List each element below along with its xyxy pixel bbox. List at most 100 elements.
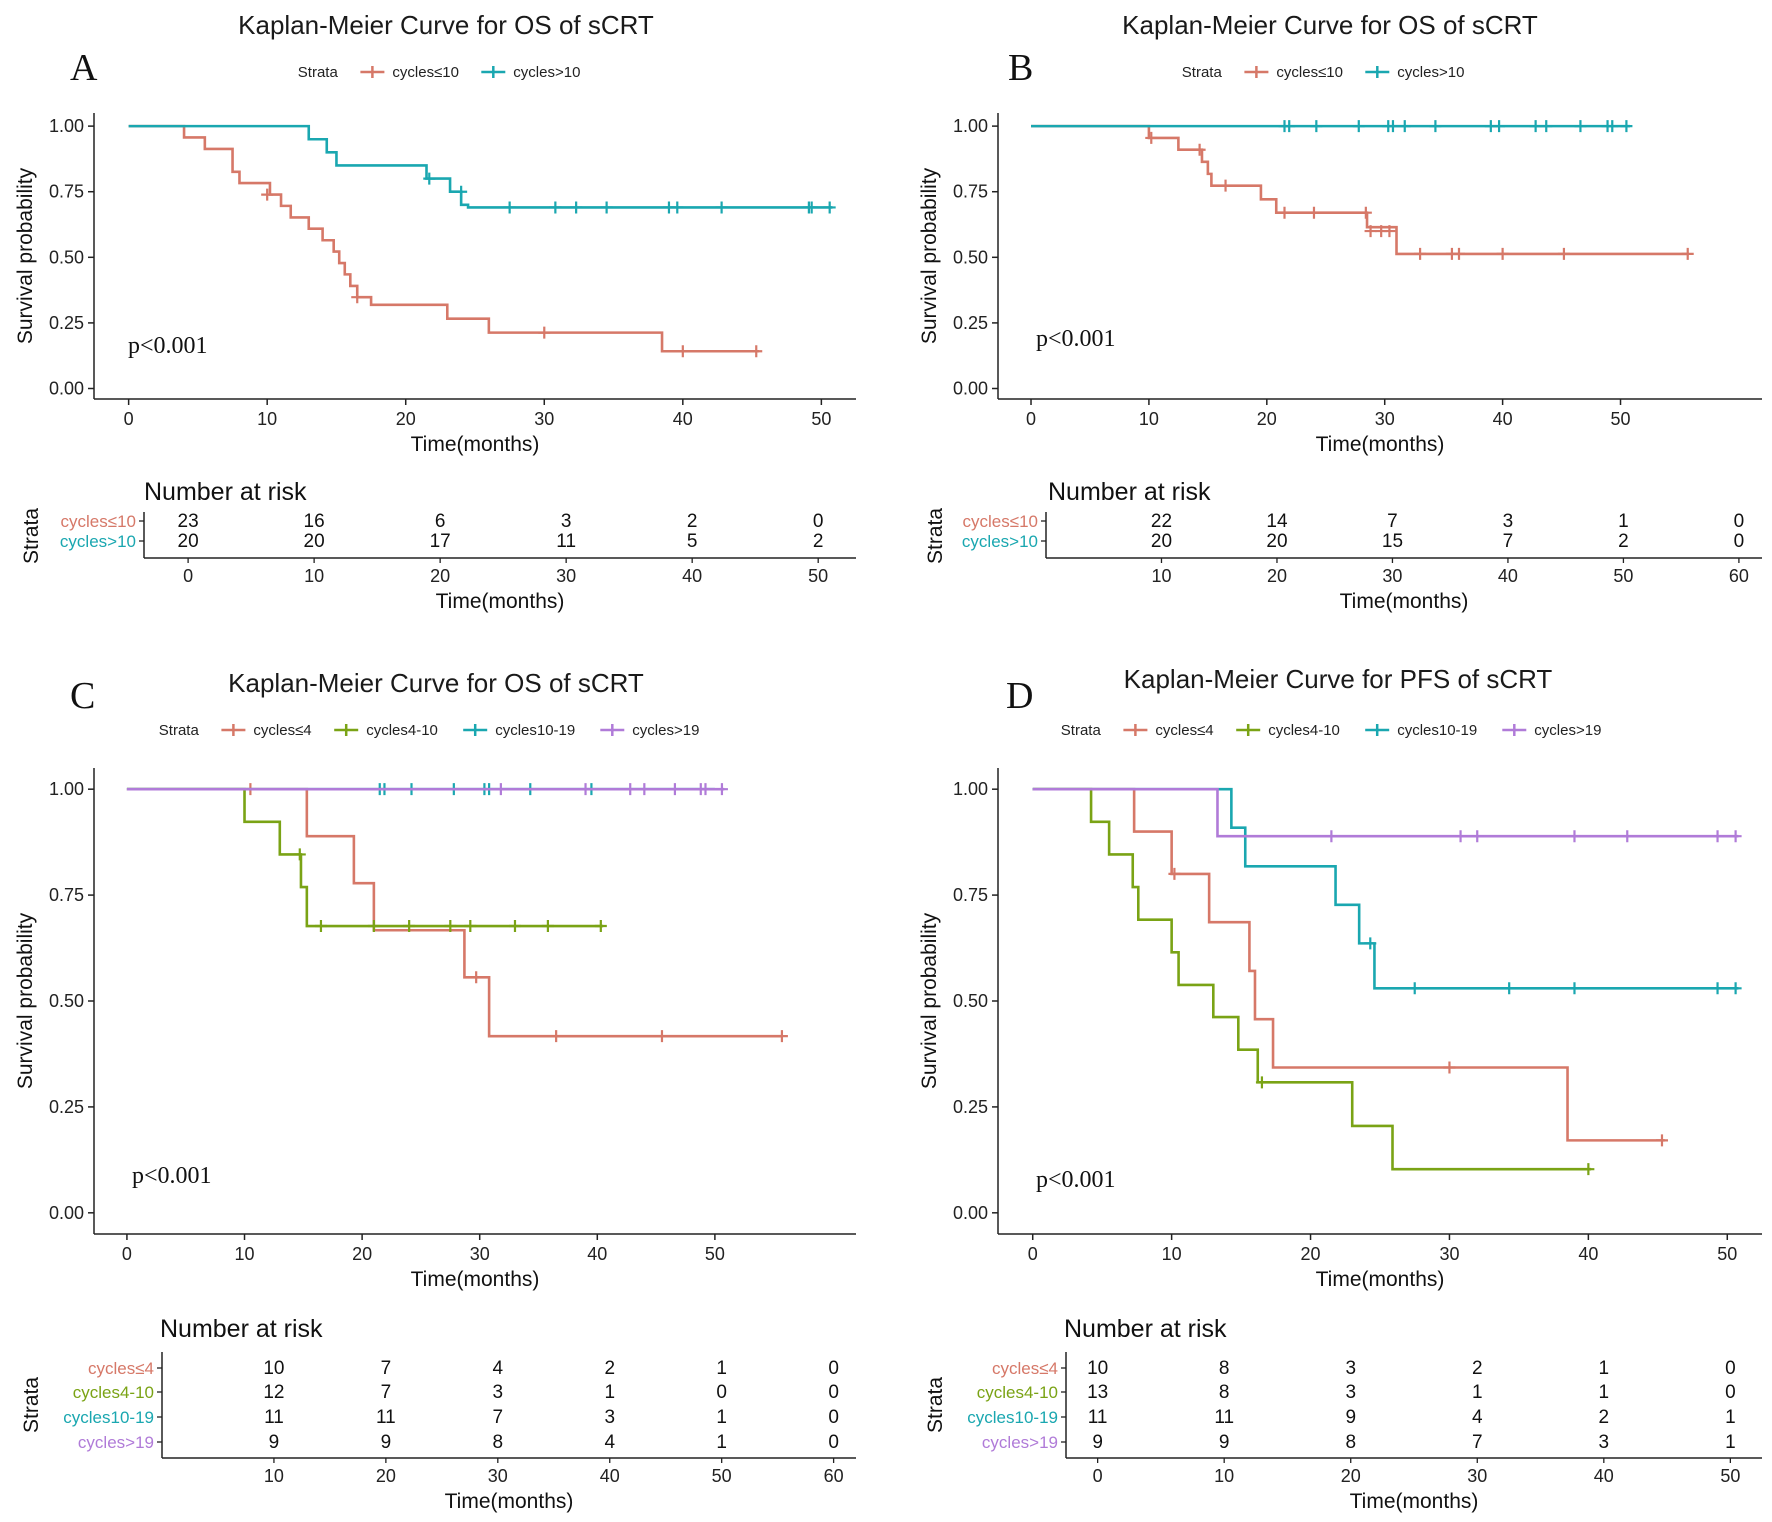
- censor-mark: [668, 783, 681, 796]
- legend-label: cycles≤4: [253, 722, 311, 739]
- series-cycles>10: [1031, 120, 1633, 133]
- risk-count: 0: [828, 1407, 839, 1428]
- x-axis-title: Time(months): [1316, 433, 1445, 456]
- censor-mark: [823, 201, 836, 214]
- risk-x-tick-label: 30: [556, 566, 576, 586]
- censor-mark: [624, 783, 637, 796]
- x-tick-label: 40: [673, 409, 693, 429]
- risk-count: 9: [269, 1432, 280, 1453]
- series-cycles>10: [128, 124, 836, 214]
- censor-mark: [715, 201, 728, 214]
- survival-curve: [1031, 124, 1689, 256]
- censor-mark: [1681, 247, 1694, 260]
- x-tick-label: 20: [396, 409, 416, 429]
- y-tick-label: 0.75: [953, 885, 988, 905]
- risk-count: 3: [1345, 1358, 1356, 1379]
- risk-x-tick-label: 60: [824, 1466, 844, 1486]
- chart-title: Kaplan-Meier Curve for OS of sCRT: [228, 668, 644, 698]
- risk-count: 14: [1266, 511, 1288, 532]
- risk-x-axis-title: Time(months): [1340, 590, 1469, 613]
- risk-count: 1: [1599, 1382, 1610, 1403]
- risk-x-axis-title: Time(months): [445, 1490, 574, 1513]
- censor-mark: [1557, 247, 1570, 260]
- panel-letter: C: [70, 675, 95, 717]
- x-tick-label: 30: [1439, 1244, 1459, 1264]
- censor-mark: [1711, 830, 1724, 843]
- censor-mark: [1496, 247, 1509, 260]
- risk-count: 9: [1345, 1407, 1356, 1428]
- risk-count: 1: [604, 1382, 615, 1403]
- censor-mark: [775, 1030, 788, 1043]
- risk-count: 9: [1219, 1432, 1230, 1453]
- censor-mark: [403, 920, 416, 933]
- survival-curve: [1032, 787, 1739, 838]
- censor-mark: [1168, 867, 1181, 880]
- x-tick-label: 40: [587, 1244, 607, 1264]
- panel-d: Kaplan-Meier Curve for PFS of sCRT D Strat…: [918, 664, 1762, 1513]
- legend-label: cycles10-19: [495, 722, 575, 739]
- survival-curve: [128, 124, 833, 209]
- censor-mark: [464, 920, 477, 933]
- x-axis-title: Time(months): [411, 1268, 540, 1291]
- risk-x-tick-label: 50: [712, 1466, 732, 1486]
- risk-count: 7: [381, 1382, 392, 1403]
- x-tick-label: 0: [122, 1244, 132, 1264]
- legend: Strata cycles≤10 cycles>10: [1182, 64, 1465, 81]
- legend-title: Strata: [1182, 64, 1223, 81]
- x-tick-label: 10: [257, 409, 277, 429]
- x-tick-label: 50: [1611, 409, 1631, 429]
- censor-mark: [1278, 206, 1291, 219]
- censor-mark: [1471, 830, 1484, 843]
- y-tick-label: 1.00: [49, 116, 84, 136]
- legend-label: cycles>10: [513, 64, 580, 81]
- censor-mark: [470, 971, 483, 984]
- survival-curve: [126, 787, 604, 928]
- survival-curve: [1032, 787, 1665, 1142]
- censor-mark: [455, 185, 468, 198]
- censor-mark: [638, 783, 651, 796]
- risk-x-tick-label: 10: [264, 1466, 284, 1486]
- survival-curve: [1032, 787, 1739, 990]
- censor-mark: [494, 783, 507, 796]
- risk-row-label: cycles>10: [962, 532, 1038, 551]
- censor-mark: [1307, 206, 1320, 219]
- x-tick-label: 10: [1139, 409, 1159, 429]
- censor-mark: [261, 188, 274, 201]
- risk-count: 2: [813, 531, 824, 552]
- censor-mark: [1408, 982, 1421, 995]
- censor-mark: [1386, 120, 1399, 133]
- legend-label: cycles10-19: [1397, 722, 1477, 739]
- censor-mark: [423, 172, 436, 185]
- y-tick-label: 0.25: [49, 1097, 84, 1117]
- legend-label: cycles≤4: [1155, 722, 1213, 739]
- risk-row-label: cycles10-19: [967, 1408, 1058, 1427]
- censor-mark: [594, 920, 607, 933]
- y-tick-label: 0.50: [953, 991, 988, 1011]
- censor-mark: [1729, 830, 1742, 843]
- p-value: p<0.001: [1036, 326, 1116, 352]
- censor-mark: [1364, 225, 1377, 238]
- survival-curve: [128, 124, 760, 353]
- risk-x-tick-label: 0: [183, 566, 193, 586]
- censor-mark: [541, 920, 554, 933]
- risk-count: 20: [178, 531, 199, 552]
- series-cycles>19: [1032, 787, 1742, 843]
- censor-mark: [715, 783, 728, 796]
- axes: 0.00 0.25 0.50 0.75 1.00 0 10 20 30 40 50 Time(mont…: [918, 768, 1762, 1291]
- censor-mark: [1443, 1061, 1456, 1074]
- risk-count: 1: [1599, 1358, 1610, 1379]
- censor-mark: [1729, 982, 1742, 995]
- x-tick-label: 10: [235, 1244, 255, 1264]
- censor-mark: [1359, 206, 1372, 219]
- x-tick-label: 50: [1717, 1244, 1737, 1264]
- risk-x-tick-label: 50: [1613, 566, 1633, 586]
- y-tick-label: 0.50: [49, 247, 84, 267]
- risk-count: 0: [828, 1358, 839, 1379]
- panel-c: Kaplan-Meier Curve for OS of sCRT C Strata…: [14, 668, 856, 1513]
- censor-mark: [1454, 830, 1467, 843]
- risk-row-label: cycles>19: [78, 1433, 154, 1452]
- risk-count: 0: [828, 1382, 839, 1403]
- series-cycles≤10: [1031, 124, 1694, 260]
- risk-count: 10: [1087, 1358, 1108, 1379]
- risk-count: 3: [604, 1407, 615, 1428]
